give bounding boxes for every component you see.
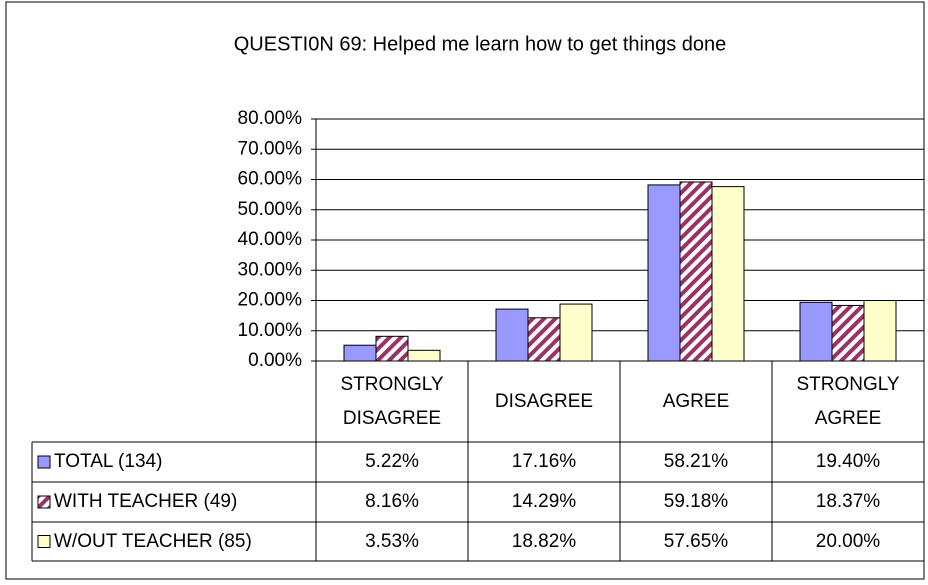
bar [527, 317, 561, 362]
bar [559, 303, 593, 362]
value-label: 20.00% [815, 530, 881, 552]
value-label: 18.37% [815, 491, 881, 512]
chart-title: QUESTI0N 69: Helped me learn how to get … [234, 33, 727, 55]
y-tick-label: 80.00% [238, 108, 303, 129]
value-label: 58.21% [663, 451, 729, 472]
value-label: 14.29% [511, 491, 577, 512]
value-label: 17.16% [511, 451, 577, 472]
legend-label: WITH TEACHER (49) [54, 491, 238, 512]
y-tick-label: 40.00% [238, 229, 303, 250]
y-tick-label: 10.00% [238, 320, 303, 341]
value-label: 8.16% [365, 491, 419, 512]
category-label: DISAGREE [494, 390, 594, 412]
value-label: 5.22% [365, 451, 419, 472]
y-tick-label: 60.00% [238, 169, 303, 190]
legend-swatch [37, 495, 51, 509]
bar [679, 181, 713, 362]
value-label: 59.18% [663, 491, 729, 512]
value-label: 18.82% [511, 530, 577, 552]
y-tick-label: 30.00% [238, 259, 303, 280]
y-tick-label: 50.00% [238, 199, 303, 220]
value-label: 57.65% [663, 530, 729, 552]
bar [407, 349, 441, 362]
legend-label: W/OUT TEACHER (85) [54, 530, 252, 552]
category-label: STRONGLY AGREE [796, 373, 900, 429]
legend-swatch [37, 455, 51, 469]
y-tick-label: 20.00% [238, 290, 303, 311]
bar [647, 184, 681, 362]
bar [711, 186, 745, 362]
category-label: AGREE [662, 390, 730, 412]
bar [375, 335, 409, 362]
bar [863, 300, 897, 362]
y-tick-label: 70.00% [238, 138, 303, 159]
value-label: 3.53% [365, 530, 419, 552]
y-tick-label: 0.00% [248, 350, 302, 371]
value-label: 19.40% [815, 451, 881, 472]
category-label: STRONGLY DISAGREE [340, 373, 444, 429]
bar [343, 344, 377, 362]
bar [495, 308, 529, 362]
bar [831, 304, 865, 362]
chart-border [5, 1, 925, 580]
bar [799, 301, 833, 362]
legend-label: TOTAL (134) [54, 451, 163, 472]
legend-swatch [37, 535, 51, 548]
